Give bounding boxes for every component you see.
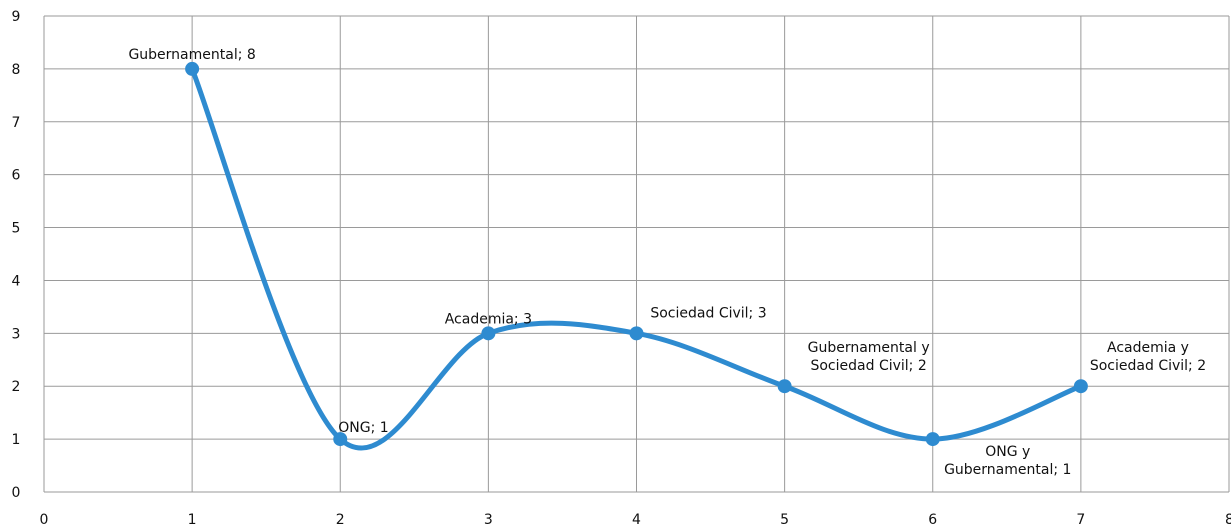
x-tick-label: 1 xyxy=(188,512,197,527)
x-tick-label: 2 xyxy=(336,512,345,527)
y-tick-label: 1 xyxy=(12,432,21,448)
x-tick-label: 7 xyxy=(1076,512,1085,527)
y-axis-tick-labels: 0 1 2 3 4 5 6 7 8 9 xyxy=(12,9,21,501)
y-tick-label: 3 xyxy=(12,326,21,342)
data-point xyxy=(185,61,200,76)
x-axis-tick-labels: 0 1 2 3 4 5 6 7 8 xyxy=(40,512,1231,527)
data-point xyxy=(333,432,348,447)
data-label: Gubernamental; 1 xyxy=(944,462,1071,478)
x-tick-label: 8 xyxy=(1225,512,1231,527)
data-label: ONG; 1 xyxy=(338,420,388,436)
data-point xyxy=(481,326,496,341)
data-label: Sociedad Civil; 3 xyxy=(650,305,766,321)
x-tick-label: 6 xyxy=(928,512,937,527)
data-label: ONG y xyxy=(985,444,1030,460)
y-tick-label: 5 xyxy=(12,221,21,237)
data-point xyxy=(777,379,792,394)
y-tick-label: 8 xyxy=(12,62,21,78)
data-label: Sociedad Civil; 2 xyxy=(1090,358,1206,374)
data-point xyxy=(925,432,940,447)
data-label: Academia; 3 xyxy=(445,311,532,327)
series-line xyxy=(189,66,1084,451)
y-tick-label: 6 xyxy=(12,168,21,184)
data-labels: Gubernamental; 8 ONG; 1 Academia; 3 Socieda… xyxy=(128,47,1206,478)
y-tick-label: 7 xyxy=(12,115,21,131)
data-label: Sociedad Civil; 2 xyxy=(810,358,926,374)
y-tick-label: 9 xyxy=(12,9,21,25)
y-tick-label: 4 xyxy=(12,273,21,289)
data-point xyxy=(1073,379,1088,394)
y-tick-label: 0 xyxy=(12,485,21,501)
x-tick-label: 0 xyxy=(40,512,49,527)
data-points xyxy=(185,61,1088,447)
data-label: Gubernamental; 8 xyxy=(128,47,255,63)
data-label: Gubernamental y xyxy=(808,340,930,356)
data-label: Academia y xyxy=(1107,340,1189,356)
x-tick-label: 4 xyxy=(632,512,641,527)
chart-grid xyxy=(43,15,1230,493)
x-tick-label: 3 xyxy=(484,512,493,527)
data-point xyxy=(629,326,644,341)
y-tick-label: 2 xyxy=(12,379,21,395)
x-tick-label: 5 xyxy=(780,512,789,527)
